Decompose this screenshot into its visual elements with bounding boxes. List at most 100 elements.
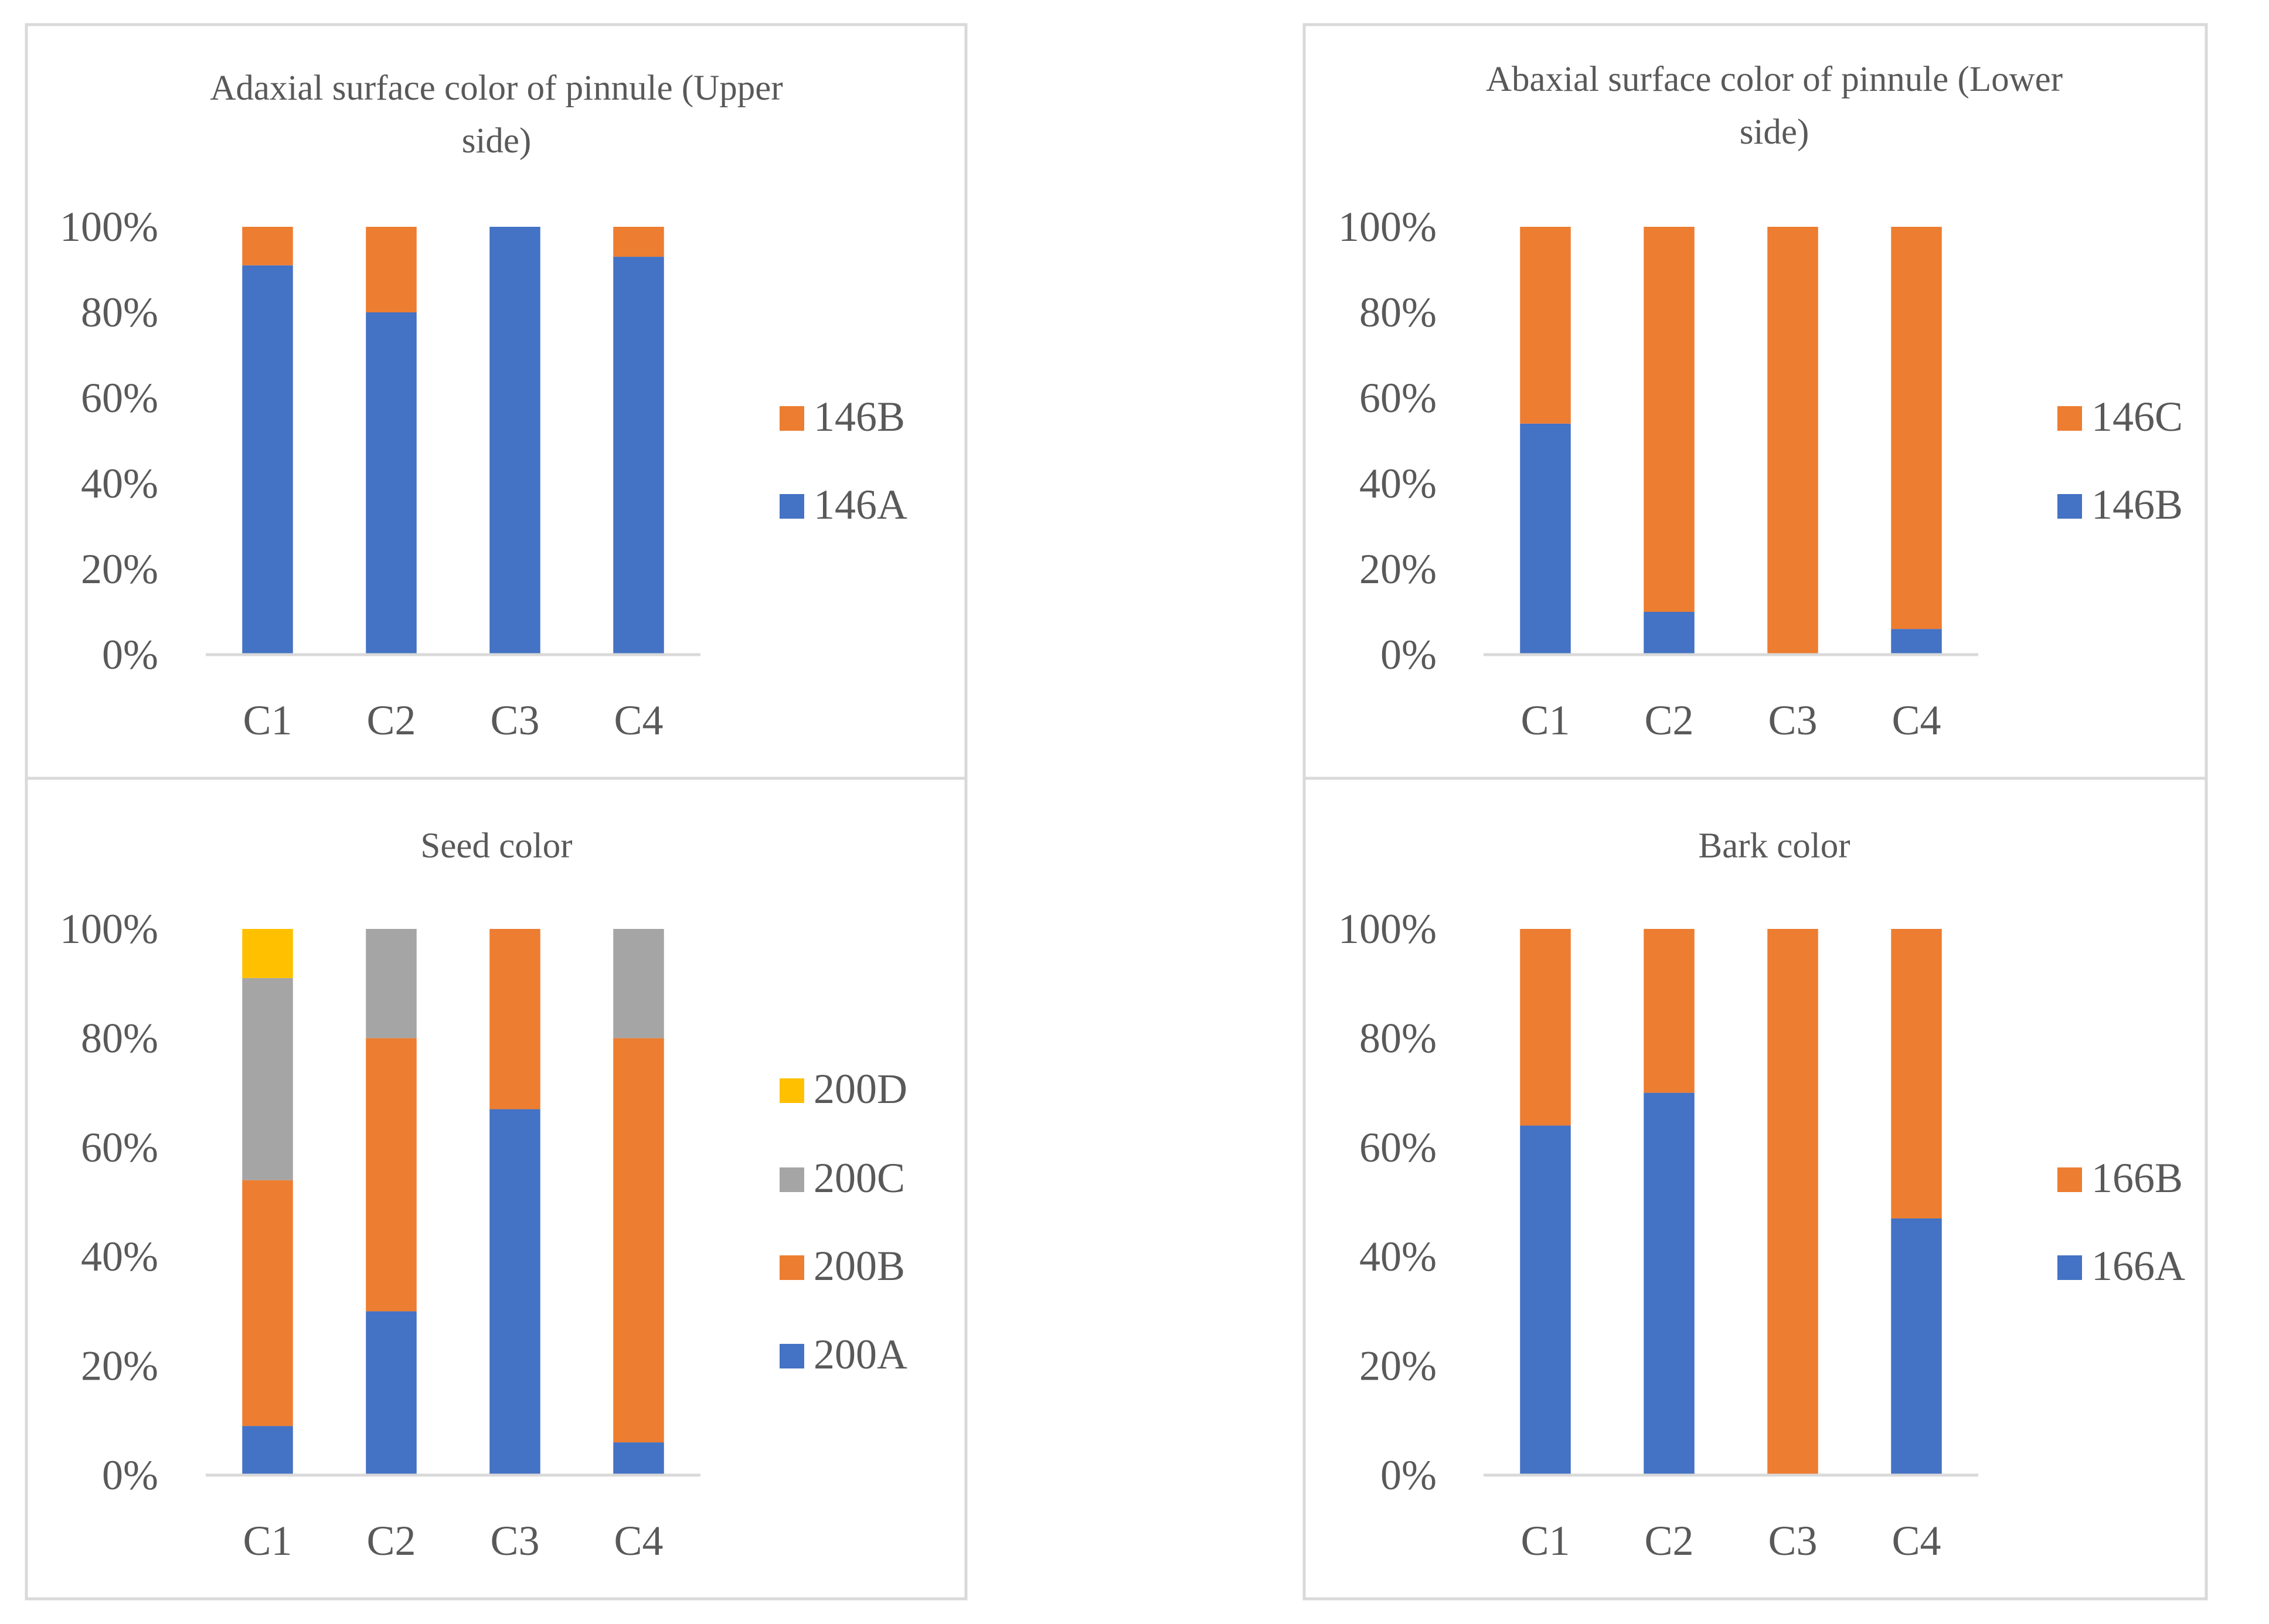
legend-label: 146B (814, 393, 905, 440)
x-category-label: C1 (243, 1517, 292, 1564)
x-category-label: C1 (1520, 697, 1570, 744)
legend-label: 200D (814, 1065, 907, 1112)
y-tick-label: 20% (1359, 1343, 1437, 1390)
y-tick-label: 40% (81, 460, 158, 507)
legend-label: 146A (814, 481, 907, 528)
bar-segment-200A-C4 (613, 1442, 664, 1475)
y-tick-label: 80% (1359, 1014, 1437, 1061)
y-tick-label: 20% (81, 1343, 158, 1390)
legend-swatch (2057, 494, 2082, 519)
bar-segment-146B-C2 (1644, 612, 1695, 655)
chart-title-line: side) (1740, 113, 1809, 152)
chart-panel-3: Seed color 0% 20% 40% 60% 80% 100% C1 C2 C3 C4 200D… (25, 777, 968, 1601)
y-tick-label: 20% (1359, 546, 1437, 593)
y-tick-label: 0% (102, 1452, 158, 1499)
bar-segment-146C-C4 (1891, 227, 1942, 629)
bar-segment-200A-C2 (366, 1311, 417, 1475)
x-category-label: C2 (366, 697, 416, 744)
bar-segment-166B-C3 (1767, 929, 1818, 1475)
y-tick-label: 100% (60, 905, 158, 952)
bar-segment-200B-C2 (366, 1038, 417, 1312)
y-tick-label: 40% (1359, 460, 1437, 507)
bar-segment-146B-C4 (1891, 629, 1942, 655)
legend-label: 166A (2091, 1242, 2185, 1289)
bar-segment-200B-C4 (613, 1038, 664, 1443)
legend-swatch (780, 494, 804, 519)
bar-segment-200A-C3 (489, 1109, 540, 1475)
chart-panel-2: Abaxial surface color of pinnule (Lower s… (1302, 23, 2208, 780)
x-category-label: C4 (614, 697, 663, 744)
chart-title-line: Bark color (1698, 826, 1850, 866)
y-tick-label: 100% (1338, 203, 1437, 250)
bar-segment-146B-C1 (242, 227, 293, 265)
x-category-label: C1 (1520, 1517, 1570, 1564)
y-tick-label: 40% (1359, 1233, 1437, 1280)
bar-segment-146A-C4 (613, 257, 664, 655)
y-tick-label: 40% (81, 1233, 158, 1280)
bar-segment-166B-C2 (1644, 929, 1695, 1093)
x-category-label: C4 (1892, 1517, 1941, 1564)
bar-segment-166A-C1 (1520, 1125, 1571, 1475)
y-tick-label: 80% (1359, 289, 1437, 336)
y-tick-label: 0% (102, 631, 158, 678)
bar-segment-166B-C1 (1520, 929, 1571, 1126)
legend-label: 200B (814, 1242, 905, 1289)
x-category-label: C2 (366, 1517, 416, 1564)
bar-segment-146C-C1 (1520, 227, 1571, 424)
bar-segment-146C-C3 (1767, 227, 1818, 655)
bar-segment-200C-C2 (366, 929, 417, 1039)
legend-swatch (780, 1255, 804, 1280)
legend-label: 146C (2091, 393, 2183, 440)
x-category-label: C2 (1644, 1517, 1693, 1564)
y-tick-label: 100% (1338, 905, 1437, 952)
legend-swatch (780, 1078, 804, 1103)
bar-segment-200D-C1 (242, 929, 293, 978)
bar-segment-166B-C4 (1891, 929, 1942, 1218)
chart-panel-1: Adaxial surface color of pinnule (Upper s… (25, 23, 968, 780)
bar-segment-200A-C1 (242, 1426, 293, 1475)
x-category-label: C4 (614, 1517, 663, 1564)
legend-swatch (780, 1344, 804, 1368)
bar-segment-166A-C2 (1644, 1092, 1695, 1475)
legend-swatch (780, 1167, 804, 1192)
legend-label: 200A (814, 1331, 907, 1378)
chart-title-line: Adaxial surface color of pinnule (Upper (210, 69, 783, 108)
x-category-label: C4 (1892, 697, 1941, 744)
bar-segment-146B-C4 (613, 227, 664, 257)
legend-label: 200C (814, 1155, 905, 1201)
bar-segment-200B-C3 (489, 929, 540, 1109)
bar-segment-200B-C1 (242, 1180, 293, 1426)
y-tick-label: 60% (1359, 1124, 1437, 1171)
y-tick-label: 0% (1380, 631, 1437, 678)
x-category-label: C1 (243, 697, 292, 744)
bar-segment-166A-C4 (1891, 1218, 1942, 1475)
bar-segment-146A-C3 (489, 227, 540, 655)
legend-label: 146B (2091, 481, 2183, 528)
x-category-label: C3 (490, 697, 539, 744)
x-category-label: C3 (490, 1517, 539, 1564)
bar-segment-200C-C4 (613, 929, 664, 1039)
bar-segment-146A-C2 (366, 312, 417, 655)
y-tick-label: 60% (81, 374, 158, 421)
chart-title-line: Abaxial surface color of pinnule (Lower (1486, 60, 2063, 99)
chart-frame (1302, 23, 2208, 780)
y-tick-label: 60% (81, 1124, 158, 1171)
chart-title-line: side) (462, 121, 532, 161)
y-tick-label: 20% (81, 546, 158, 593)
y-tick-label: 0% (1380, 1452, 1437, 1499)
legend-swatch (780, 406, 804, 431)
chart-frame (1302, 777, 2208, 1601)
x-category-label: C3 (1768, 1517, 1817, 1564)
y-tick-label: 100% (60, 203, 158, 250)
bar-segment-146B-C2 (366, 227, 417, 312)
y-tick-label: 80% (81, 289, 158, 336)
bar-segment-146A-C1 (242, 265, 293, 655)
chart-panel-4: Bark color 0% 20% 40% 60% 80% 100% C1 C2 C3 C4 166B… (1302, 777, 2208, 1601)
bar-segment-146B-C1 (1520, 423, 1571, 655)
bar-segment-200C-C1 (242, 978, 293, 1180)
x-category-label: C3 (1768, 697, 1817, 744)
legend-swatch (2057, 1255, 2082, 1280)
legend-swatch (2057, 1167, 2082, 1192)
y-tick-label: 80% (81, 1014, 158, 1061)
